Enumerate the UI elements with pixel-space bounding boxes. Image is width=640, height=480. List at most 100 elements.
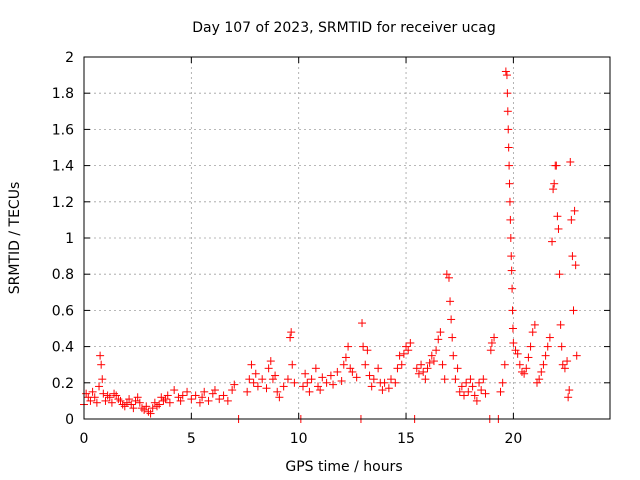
data-point (402, 342, 411, 351)
data-point (507, 252, 516, 261)
data-point (522, 364, 531, 373)
data-point (438, 360, 447, 369)
y-tick-label: 0.6 (52, 303, 74, 319)
y-tick-label: 1.6 (52, 122, 74, 138)
y-tick-label: 1.4 (52, 159, 74, 175)
data-point (140, 405, 149, 414)
data-point (490, 333, 499, 342)
data-point (369, 375, 378, 384)
data-point (247, 360, 256, 369)
data-point (399, 349, 408, 358)
data-point (558, 360, 567, 369)
y-tick-label: 1.8 (52, 86, 74, 102)
data-point (301, 369, 310, 378)
data-point (365, 371, 374, 380)
data-point (348, 367, 357, 376)
data-point (329, 380, 338, 389)
data-point (425, 358, 434, 367)
data-point (116, 396, 125, 405)
data-point (92, 398, 101, 407)
data-point (303, 378, 312, 387)
data-point (273, 387, 282, 396)
data-point (421, 375, 430, 384)
data-point (98, 375, 107, 384)
data-point (479, 375, 488, 384)
data-point (554, 224, 563, 233)
data-point (361, 360, 370, 369)
data-point (391, 378, 400, 387)
data-point (508, 324, 517, 333)
data-point (380, 378, 389, 387)
data-point (513, 349, 522, 358)
data-point (446, 297, 455, 306)
data-point (549, 185, 558, 194)
data-point (159, 396, 168, 405)
data-point (198, 393, 207, 402)
x-tick-label: 20 (504, 431, 522, 447)
data-point (174, 393, 183, 402)
data-point (453, 364, 462, 373)
data-point (86, 396, 95, 405)
y-tick-label: 1 (65, 231, 74, 247)
data-point (449, 351, 458, 360)
data-point (95, 382, 104, 391)
data-point (152, 402, 161, 411)
data-point (161, 395, 170, 404)
data-point (245, 375, 254, 384)
data-point (526, 342, 535, 351)
data-point (268, 375, 277, 384)
data-point (504, 125, 513, 134)
data-point (305, 387, 314, 396)
data-point (470, 391, 479, 400)
data-point (440, 375, 449, 384)
data-point (515, 360, 524, 369)
data-point (249, 378, 258, 387)
data-point (114, 395, 123, 404)
data-point (150, 398, 159, 407)
data-point (243, 387, 252, 396)
data-point (384, 384, 393, 393)
data-point (565, 386, 574, 395)
data-point (363, 346, 372, 355)
data-point (486, 346, 495, 355)
data-point (509, 338, 518, 347)
data-point (279, 382, 288, 391)
data-point (563, 357, 572, 366)
data-point (187, 395, 196, 404)
data-point (457, 382, 466, 391)
data-point (503, 89, 512, 98)
data-point (88, 387, 97, 396)
data-point (204, 396, 213, 405)
data-point (556, 320, 565, 329)
data-point (564, 393, 573, 402)
data-point (316, 386, 325, 395)
y-tick-label: 0.2 (52, 376, 74, 392)
x-tick-label: 15 (397, 431, 415, 447)
data-point (477, 386, 486, 395)
data-point (322, 378, 331, 387)
data-point (271, 371, 280, 380)
data-point (468, 382, 477, 391)
data-point (341, 353, 350, 362)
data-point (505, 161, 514, 170)
data-point (99, 389, 108, 398)
data-point (427, 351, 436, 360)
data-point (507, 266, 516, 275)
data-point (464, 387, 473, 396)
data-point (210, 386, 219, 395)
data-point (258, 375, 267, 384)
data-point (326, 371, 335, 380)
data-point (251, 369, 260, 378)
data-point (378, 386, 387, 395)
data-point (503, 107, 512, 116)
data-point (131, 396, 140, 405)
data-point (555, 270, 564, 279)
data-point (287, 328, 296, 337)
data-point (500, 360, 509, 369)
data-point (412, 364, 421, 373)
data-point (339, 360, 348, 369)
data-point (545, 333, 554, 342)
data-point (447, 315, 456, 324)
data-point (406, 338, 415, 347)
